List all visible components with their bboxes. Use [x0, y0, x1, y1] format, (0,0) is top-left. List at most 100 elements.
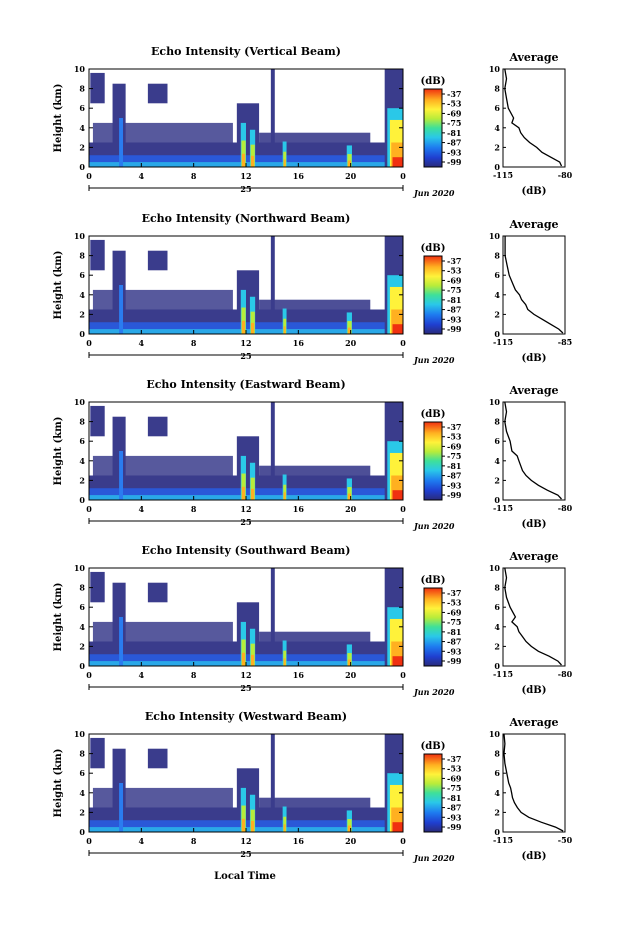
x-tick-label: 20 [345, 836, 357, 846]
average-y-tick-label: 0 [494, 495, 500, 505]
average-profile-line [504, 68, 563, 167]
echo-core-hot [241, 153, 246, 167]
panel-4: Echo Intensity (Westward Beam) 0 2 4 6 8 10 Hei… [53, 710, 573, 863]
echo-top-patch [90, 239, 105, 271]
echo-core-hot [283, 159, 286, 167]
colorbar-tick-label: -37 [447, 588, 461, 598]
colorbar-tick-label: -75 [447, 451, 461, 461]
colorbar-tick-label: -87 [447, 637, 461, 647]
y-axis-label: Height (km) [53, 251, 64, 320]
x-tick-label: 16 [293, 171, 305, 181]
echo-core-hot [347, 327, 352, 334]
panel-3: Echo Intensity (Southward Beam) 0 2 4 6 8 10 He… [53, 544, 573, 697]
colorbar-tick-label: -93 [447, 646, 462, 656]
colorbar-tick-label: -87 [447, 305, 461, 315]
average-y-tick-label: 4 [494, 622, 500, 632]
x-tick-label: 4 [139, 670, 145, 680]
echo-core-hot [250, 654, 255, 666]
echo-deep-max [392, 157, 403, 167]
y-axis-label: Height (km) [53, 749, 64, 818]
echo-core-hot [283, 326, 286, 334]
average-x-label: (dB) [522, 353, 547, 364]
average-y-tick-label: 0 [494, 162, 500, 172]
echo-mid-patch [92, 455, 233, 476]
echo-deep-max [392, 822, 403, 832]
y-axis-label: Height (km) [53, 84, 64, 153]
average-y-tick-label: 8 [494, 84, 500, 94]
average-y-tick-label: 10 [489, 231, 501, 241]
colorbar-tick-label: -69 [447, 108, 462, 118]
date-label: Jun 2020 [412, 687, 455, 697]
x-tick-label: 20 [345, 504, 357, 514]
echo-core-hot [347, 493, 352, 500]
colorbar-tick-label: -37 [447, 422, 461, 432]
echo-core-hot [347, 659, 352, 666]
x-tick-label: 12 [240, 504, 251, 514]
figure-xlabel: Local Time [214, 871, 276, 882]
echo-top-patch [90, 405, 105, 437]
average-profile-line [503, 733, 564, 832]
y-tick-label: 8 [79, 84, 85, 94]
colorbar-label: (dB) [421, 76, 446, 87]
average-x-tick-label: -115 [493, 835, 513, 845]
date-label: Jun 2020 [412, 521, 455, 531]
echo-deep-hot [391, 807, 403, 832]
x-tick-label: 16 [293, 338, 305, 348]
colorbar-label: (dB) [421, 243, 446, 254]
colorbar-tick-label: -93 [447, 480, 462, 490]
colorbar-tick-label: -99 [447, 822, 462, 832]
echo-top-patch [147, 748, 168, 769]
average-y-tick-label: 2 [494, 475, 500, 485]
x-tick-label: 0 [400, 171, 406, 181]
echo-column-core [119, 617, 124, 666]
panel-0: Echo Intensity (Vertical Beam) 0 2 4 6 8 10 Hei… [53, 45, 573, 198]
average-x-tick-label: -115 [493, 669, 513, 679]
echo-mid-patch [92, 787, 233, 808]
echo-core-hot [241, 486, 246, 500]
x-tick-label: 20 [345, 338, 357, 348]
average-frame [502, 567, 566, 667]
y-tick-label: 8 [79, 251, 85, 261]
panel-title: Echo Intensity (Westward Beam) [145, 710, 347, 723]
average-x-label: (dB) [522, 851, 547, 862]
day-label: 25 [240, 683, 251, 693]
y-tick-label: 2 [79, 807, 85, 817]
y-tick-label: 2 [79, 142, 85, 152]
echo-column-core [119, 783, 124, 832]
y-tick-label: 10 [74, 231, 86, 241]
echo-top-patch [90, 72, 105, 104]
x-tick-label: 0 [400, 670, 406, 680]
colorbar-tick-label: -37 [447, 89, 461, 99]
average-x-tick-label: -115 [493, 503, 513, 513]
colorbar-tick-label: -37 [447, 754, 461, 764]
average-frame [502, 733, 566, 833]
colorbar-tick-label: -81 [447, 793, 461, 803]
panel-title: Echo Intensity (Northward Beam) [142, 212, 351, 225]
y-tick-label: 0 [79, 162, 85, 172]
echo-core-hot [250, 488, 255, 500]
average-frame [502, 68, 566, 168]
average-y-tick-label: 10 [489, 729, 501, 739]
y-tick-label: 6 [79, 270, 85, 280]
average-title: Average [508, 384, 558, 397]
colorbar [423, 753, 443, 833]
x-tick-label: 4 [139, 171, 145, 181]
average-y-tick-label: 6 [494, 103, 500, 113]
average-x-tick-label: -115 [493, 337, 513, 347]
panel-2: Echo Intensity (Eastward Beam) 0 2 4 6 8 10 Hei… [53, 378, 573, 531]
day-label: 25 [240, 184, 251, 194]
y-axis-label: Height (km) [53, 583, 64, 652]
average-x-tick-label: -80 [558, 503, 573, 513]
date-label: Jun 2020 [412, 188, 455, 198]
average-y-tick-label: 2 [494, 807, 500, 817]
x-tick-label: 12 [240, 670, 251, 680]
average-y-tick-label: 10 [489, 563, 501, 573]
y-axis-label: Height (km) [53, 417, 64, 486]
echo-mid-patch [259, 299, 371, 310]
colorbar-tick-label: -53 [447, 598, 462, 608]
day-label: 25 [240, 849, 251, 859]
y-tick-label: 0 [79, 329, 85, 339]
echo-core-inner [283, 816, 287, 832]
y-tick-label: 8 [79, 583, 85, 593]
y-tick-label: 2 [79, 641, 85, 651]
